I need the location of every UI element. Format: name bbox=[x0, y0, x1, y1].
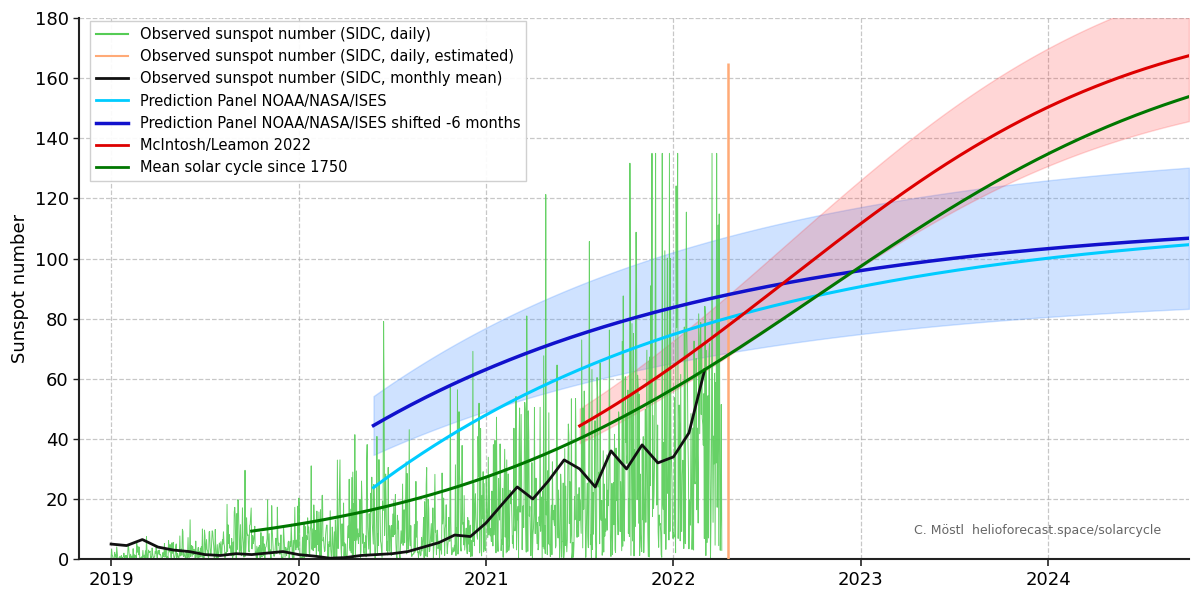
Y-axis label: Sunspot number: Sunspot number bbox=[11, 214, 29, 363]
Text: C. Möstl  helioforecast.space/solarcycle: C. Möstl helioforecast.space/solarcycle bbox=[914, 524, 1162, 538]
Legend: Observed sunspot number (SIDC, daily), Observed sunspot number (SIDC, daily, est: Observed sunspot number (SIDC, daily), O… bbox=[90, 21, 527, 181]
